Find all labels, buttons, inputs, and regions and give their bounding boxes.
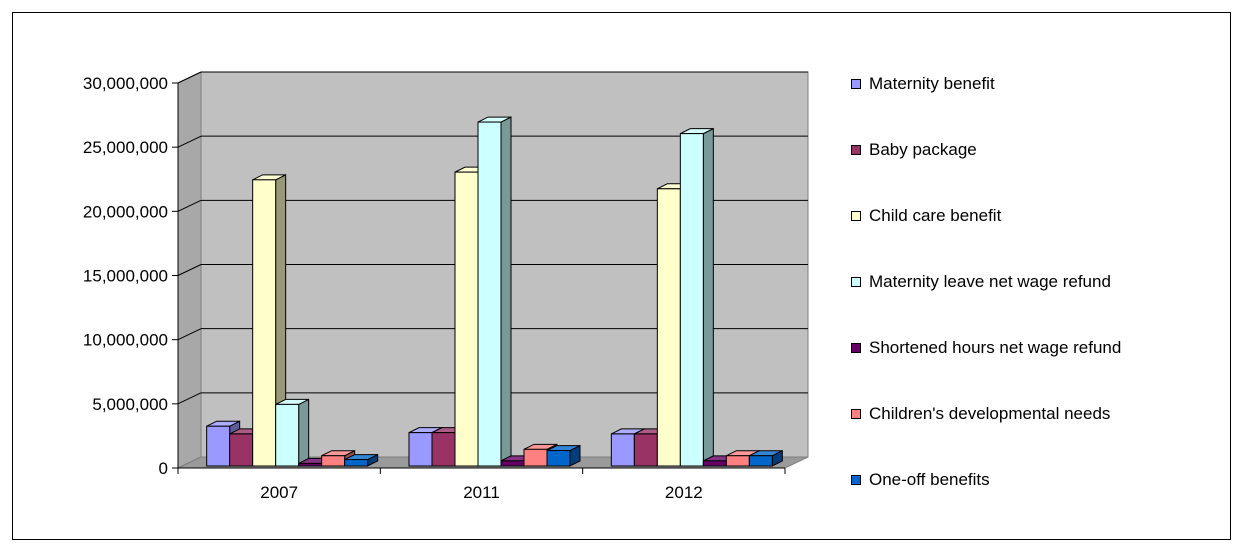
bar bbox=[408, 432, 433, 467]
bar-chart: 0 5,000,000 10,000,000 15,000,000 20,000,000… bbox=[83, 71, 809, 502]
legend-item: Maternity benefit bbox=[851, 73, 995, 95]
bar bbox=[702, 460, 727, 467]
bar bbox=[298, 462, 323, 467]
legend-swatch bbox=[851, 145, 861, 155]
gridline-side bbox=[177, 328, 202, 341]
bar bbox=[206, 425, 231, 467]
bar bbox=[275, 403, 300, 467]
gridline-side bbox=[177, 264, 202, 276]
legend-item: One-off benefits bbox=[851, 469, 990, 491]
legend-item: Baby package bbox=[851, 139, 977, 161]
chart-frame: 0 5,000,000 10,000,000 15,000,000 20,000,000… bbox=[12, 12, 1231, 540]
bar bbox=[656, 188, 681, 467]
bar bbox=[431, 432, 456, 467]
bar-side bbox=[298, 398, 310, 467]
gridline-side bbox=[177, 135, 202, 148]
legend-swatch bbox=[851, 409, 861, 419]
bar bbox=[454, 171, 479, 467]
bar bbox=[725, 455, 750, 467]
bar bbox=[500, 460, 525, 467]
bar bbox=[229, 433, 254, 467]
legend-item: Shortened hours net wage refund bbox=[851, 337, 1121, 359]
y-tick-label: 0 bbox=[159, 459, 168, 478]
legend-swatch bbox=[851, 79, 861, 89]
gridline-side bbox=[177, 392, 202, 405]
x-tick-label: 2011 bbox=[463, 483, 500, 502]
bar bbox=[633, 433, 658, 467]
legend-swatch bbox=[851, 211, 861, 221]
x-tick-label: 2007 bbox=[260, 483, 298, 502]
legend-swatch bbox=[851, 343, 861, 353]
bar bbox=[252, 179, 277, 467]
bar bbox=[748, 455, 773, 467]
y-tick-label: 15,000,000 bbox=[83, 267, 168, 286]
y-tick-label: 10,000,000 bbox=[83, 331, 168, 350]
legend-item: Maternity leave net wage refund bbox=[851, 271, 1111, 293]
bar bbox=[546, 450, 571, 467]
bar bbox=[610, 433, 635, 467]
legend-label: Shortened hours net wage refund bbox=[869, 338, 1122, 357]
legend-swatch bbox=[851, 277, 861, 287]
legend-label: Maternity benefit bbox=[869, 74, 995, 93]
y-tick-label: 25,000,000 bbox=[83, 138, 168, 157]
bar bbox=[679, 133, 704, 467]
bar-side bbox=[702, 127, 714, 467]
gridline-side bbox=[177, 71, 202, 84]
bar bbox=[321, 455, 346, 467]
legend-item: Children's developmental needs bbox=[851, 403, 1110, 425]
bar bbox=[523, 448, 548, 467]
y-tick-label: 5,000,000 bbox=[92, 395, 168, 414]
bar bbox=[477, 121, 502, 467]
y-tick-label: 20,000,000 bbox=[83, 202, 168, 221]
legend-label: Children's developmental needs bbox=[869, 404, 1111, 423]
legend-label: Child care benefit bbox=[869, 206, 1002, 225]
bar-side bbox=[500, 116, 512, 467]
legend-swatch bbox=[851, 475, 861, 485]
gridline-side bbox=[177, 199, 202, 212]
legend-label: Maternity leave net wage refund bbox=[869, 272, 1111, 291]
y-tick-label: 30,000,000 bbox=[83, 74, 168, 93]
x-tick-label: 2012 bbox=[665, 483, 703, 502]
bar bbox=[344, 459, 369, 467]
legend-label: One-off benefits bbox=[869, 470, 990, 489]
legend-label: Baby package bbox=[869, 140, 977, 159]
legend-item: Child care benefit bbox=[851, 205, 1001, 227]
